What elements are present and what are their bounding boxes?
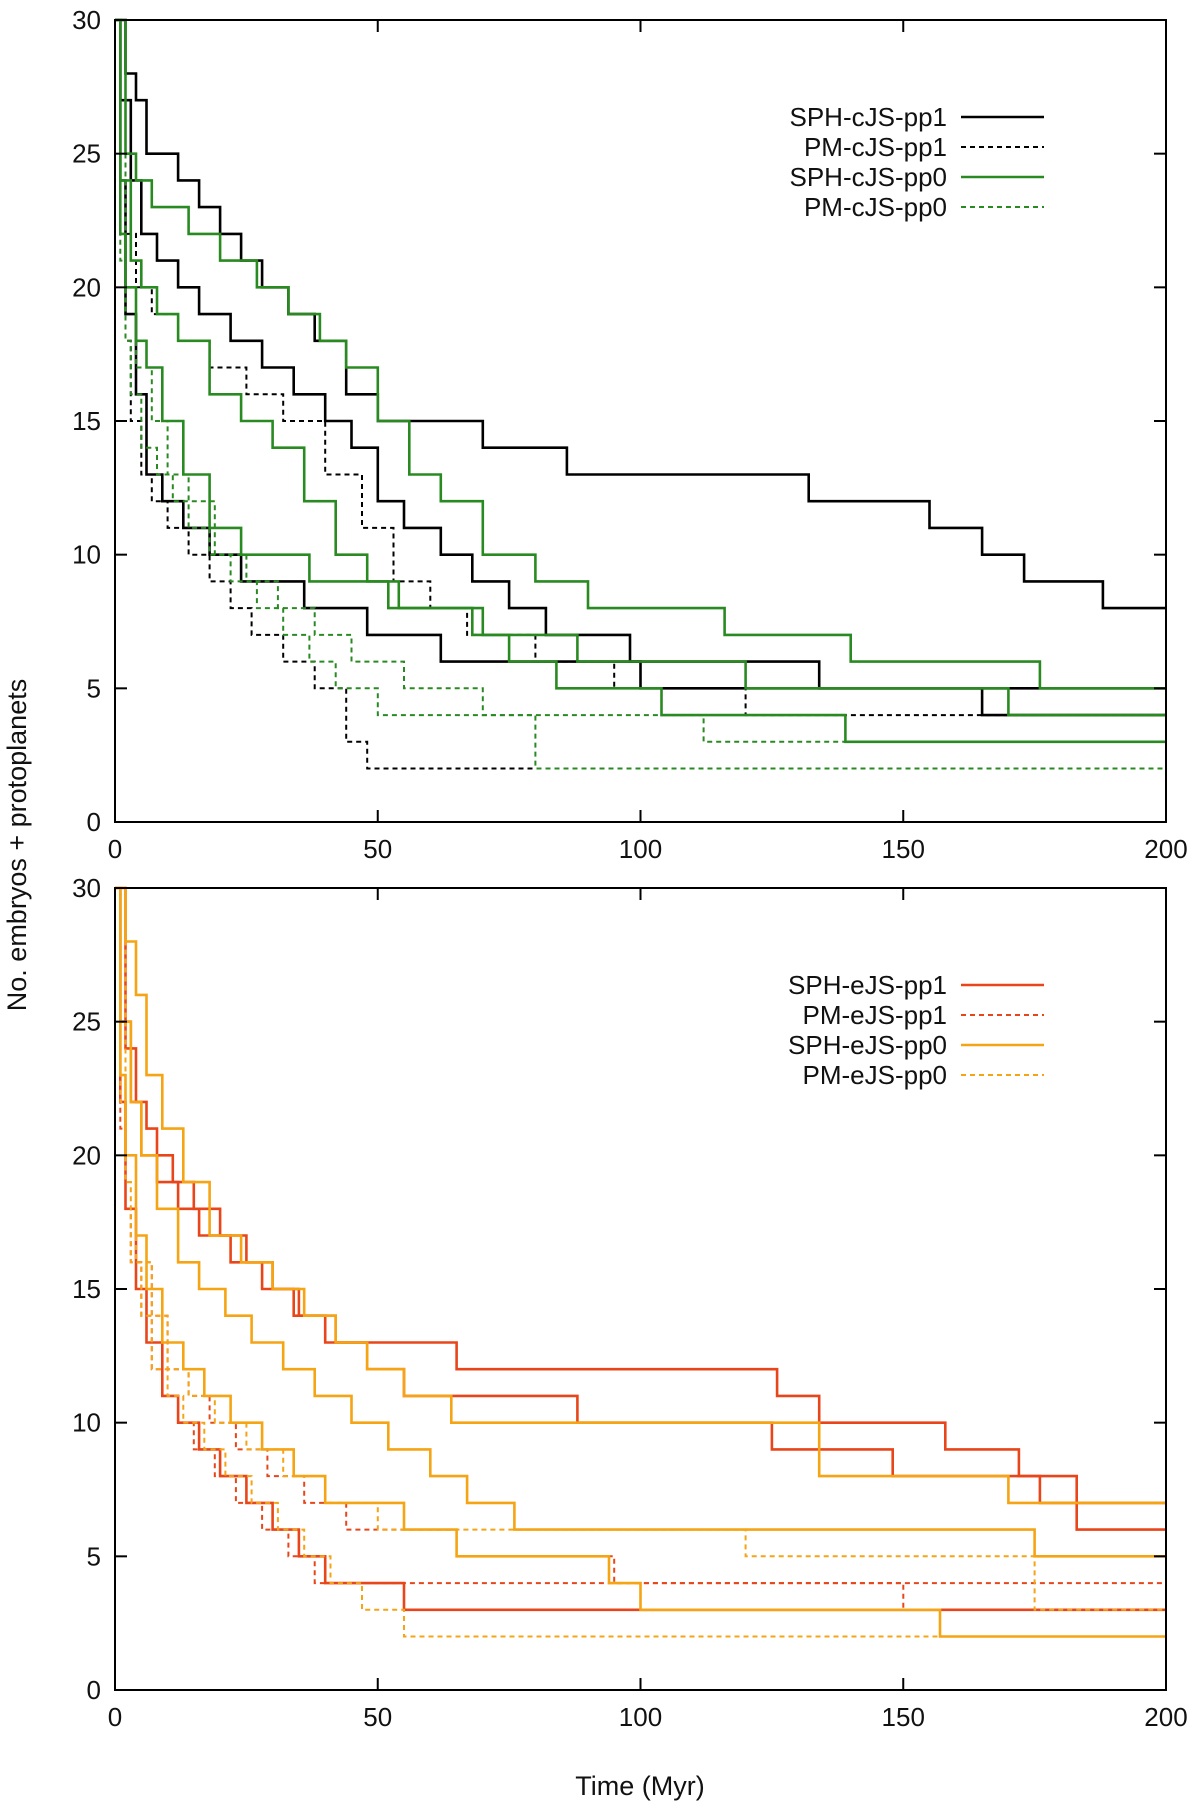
y-tick-label: 20 [72, 1140, 101, 1170]
legend-label: PM-cJS-pp0 [804, 192, 947, 222]
series-line-sph-ejs-pp1-2 [115, 886, 1166, 1612]
series-line-sph-ejs-pp0-7 [115, 886, 1166, 1638]
y-tick-label: 10 [72, 1408, 101, 1438]
series-line-sph-cjs-pp0-5 [115, 18, 1166, 690]
x-tick-label: 100 [619, 1702, 662, 1732]
legend-label: SPH-cJS-pp0 [790, 162, 948, 192]
legend-label: SPH-cJS-pp1 [790, 102, 948, 132]
series-line-sph-ejs-pp1-0 [115, 886, 1166, 1531]
series-line-pm-ejs-pp0-9 [115, 887, 1166, 1611]
y-tick-label: 25 [72, 139, 101, 169]
y-tick-label: 30 [72, 5, 101, 35]
y-tick-label: 0 [87, 807, 101, 837]
x-tick-label: 150 [882, 1702, 925, 1732]
y-tick-label: 25 [72, 1007, 101, 1037]
x-tick-label: 100 [619, 834, 662, 864]
x-tick-label: 150 [882, 834, 925, 864]
series-line-pm-ejs-pp0-8 [115, 887, 1166, 1638]
y-axis-label: No. embryos + protoplanets [2, 679, 32, 1011]
x-tick-label: 50 [363, 1702, 392, 1732]
y-tick-label: 5 [87, 673, 101, 703]
series-line-sph-cjs-pp0-7 [115, 18, 1166, 744]
legend-label: PM-eJS-pp1 [803, 1000, 948, 1030]
series-line-pm-cjs-pp1-3 [115, 19, 1166, 770]
legend-label: SPH-eJS-pp1 [788, 970, 947, 1000]
legend-label: SPH-eJS-pp0 [788, 1030, 947, 1060]
x-tick-label: 0 [108, 834, 122, 864]
y-tick-label: 15 [72, 406, 101, 436]
series-line-sph-ejs-pp0-5 [115, 886, 1166, 1505]
series-line-pm-cjs-pp0-9 [115, 19, 1166, 743]
x-tick-label: 0 [108, 1702, 122, 1732]
y-tick-label: 30 [72, 873, 101, 903]
series-line-pm-ejs-pp1-4 [115, 887, 1166, 1611]
legend-label: PM-cJS-pp1 [804, 132, 947, 162]
series-line-sph-cjs-pp1-1 [115, 18, 1166, 717]
x-tick-label: 50 [363, 834, 392, 864]
y-tick-label: 5 [87, 1541, 101, 1571]
series-line-sph-cjs-pp1-0 [115, 18, 1166, 610]
y-tick-label: 15 [72, 1274, 101, 1304]
x-axis-label: Time (Myr) [575, 1771, 704, 1801]
legend-label: PM-eJS-pp0 [803, 1060, 948, 1090]
series-line-sph-cjs-pp0-6 [115, 18, 1166, 717]
y-tick-label: 20 [72, 272, 101, 302]
x-tick-label: 200 [1144, 834, 1187, 864]
y-tick-label: 10 [72, 540, 101, 570]
x-tick-label: 200 [1144, 1702, 1187, 1732]
y-tick-label: 0 [87, 1675, 101, 1705]
